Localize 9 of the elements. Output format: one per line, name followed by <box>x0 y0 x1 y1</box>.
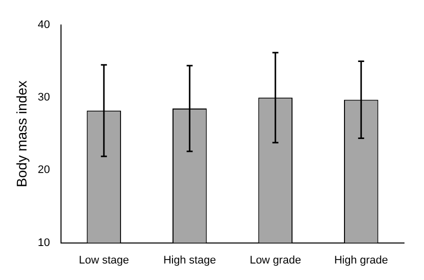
y-tick-label: 40 <box>38 19 50 32</box>
y-tick-label: 20 <box>38 164 50 176</box>
y-tick-label: 30 <box>38 92 50 104</box>
x-tick-label: High stage <box>163 254 216 266</box>
y-axis-title: Body mass index <box>13 80 30 188</box>
x-tick-label: Low stage <box>78 254 129 266</box>
x-tick-label: High grade <box>334 254 388 266</box>
x-tick-label: Low grade <box>250 254 302 266</box>
y-tick-label: 10 <box>38 236 50 249</box>
